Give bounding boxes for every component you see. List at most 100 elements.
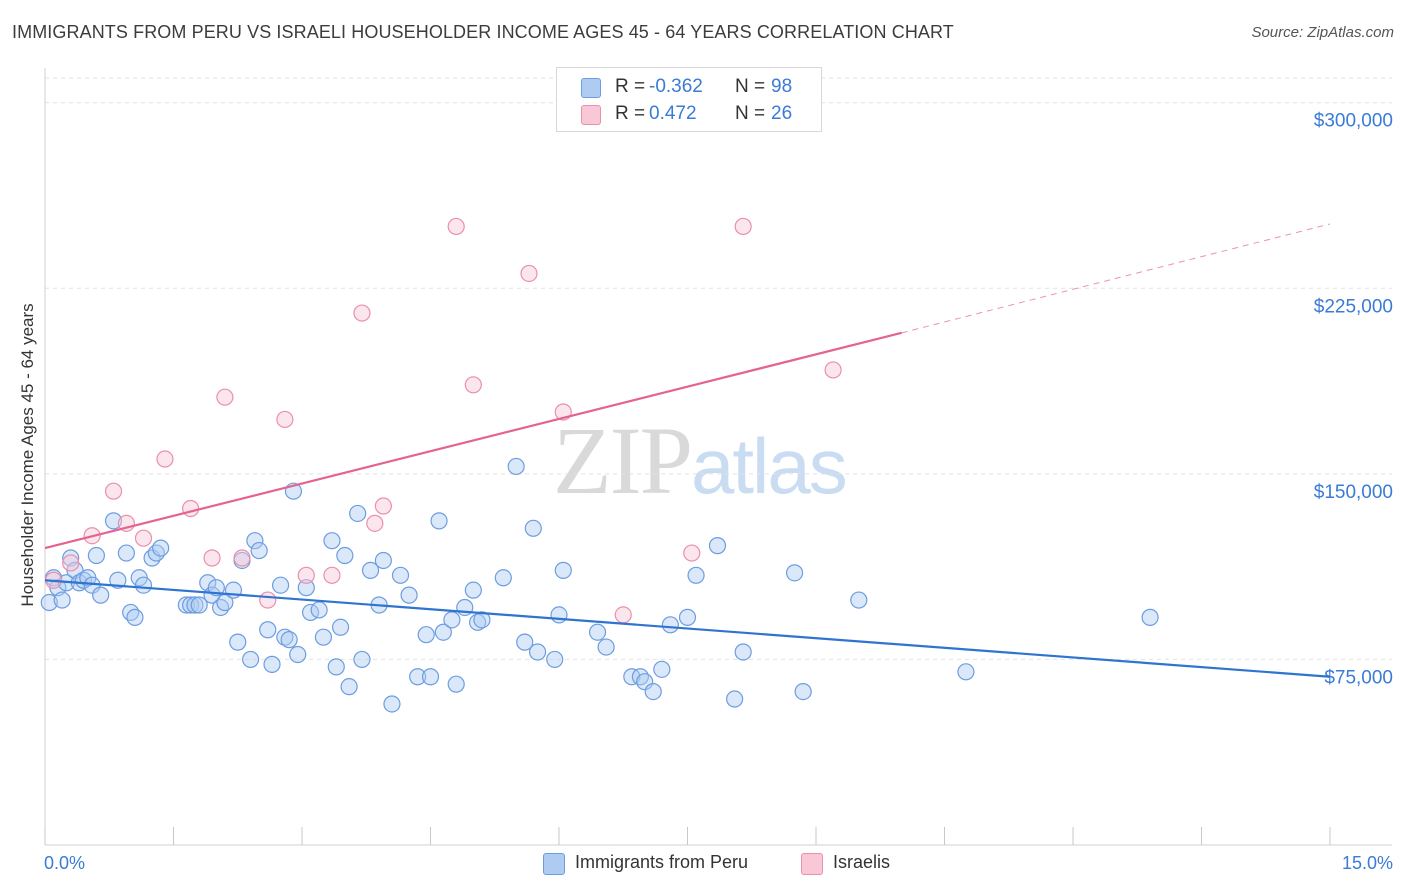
peru-point <box>528 643 547 661</box>
peru-point <box>250 541 268 560</box>
peru-point <box>109 571 127 589</box>
peru-point <box>207 579 225 597</box>
peru-point <box>785 564 804 582</box>
bottom-legend-label-israelis: Israelis <box>833 852 891 872</box>
israeli-point <box>216 388 234 406</box>
israeli-point <box>683 544 701 562</box>
peru-point <box>957 663 975 681</box>
peru-point <box>331 618 350 636</box>
x-tick-label-end: 15.0% <box>1342 853 1393 873</box>
israeli-point <box>156 450 174 468</box>
israeli-point <box>182 499 200 518</box>
peru-point <box>661 616 679 634</box>
peru-point <box>349 504 367 523</box>
peru-point <box>323 532 341 550</box>
israeli-point <box>447 217 465 236</box>
source-label: Source: ZipAtlas.com <box>1251 24 1394 41</box>
peru-point <box>447 675 465 693</box>
peru-point <box>597 638 615 656</box>
peru-point <box>361 561 380 579</box>
y-tick-label: $150,000 <box>1314 482 1393 503</box>
legend-n-label: N = <box>735 76 766 97</box>
peru-point <box>430 512 448 530</box>
peru-point <box>383 695 401 713</box>
peru-point <box>336 546 354 565</box>
peru-point <box>726 690 744 708</box>
peru-point <box>297 579 315 597</box>
peru-point <box>242 650 260 669</box>
peru-point <box>340 678 358 696</box>
peru-point <box>417 626 435 644</box>
peru-point <box>126 608 144 626</box>
peru-point <box>794 682 812 701</box>
peru-point <box>850 591 868 609</box>
israeli-trend-line <box>44 331 902 550</box>
peru-point <box>92 586 110 604</box>
peru-point <box>152 539 170 557</box>
peru-point <box>507 457 525 476</box>
y-axis-label: Householder Income Ages 45 - 64 years <box>18 303 37 607</box>
peru-point <box>653 660 671 678</box>
watermark: ZIPatlas <box>553 405 848 516</box>
peru-point <box>516 633 534 651</box>
bottom-legend-swatch-peru <box>543 853 565 875</box>
israeli-point <box>614 606 632 624</box>
legend-r-label: R = <box>615 76 646 97</box>
peru-point <box>546 650 564 669</box>
israeli-point <box>374 497 392 515</box>
peru-point <box>314 628 333 646</box>
peru-point <box>327 658 345 676</box>
israeli-point <box>62 554 80 572</box>
peru-point <box>734 643 752 661</box>
y-tick-label: $300,000 <box>1314 111 1393 132</box>
legend-n-label: N = <box>735 103 766 124</box>
peru-point <box>190 596 208 614</box>
israeli-point <box>134 529 153 547</box>
israeli-trend-extension <box>901 223 1331 334</box>
peru-point <box>588 623 607 641</box>
x-tick-label-start: 0.0% <box>44 853 85 873</box>
peru-point <box>494 569 512 587</box>
israeli-point <box>520 264 538 283</box>
peru-point <box>687 566 705 584</box>
peru-point <box>443 611 461 629</box>
peru-point <box>391 566 410 584</box>
watermark-zip: ZIP <box>553 407 693 514</box>
peru-point <box>678 608 697 626</box>
peru-point <box>310 601 328 619</box>
israeli-point <box>104 482 123 500</box>
israeli-point <box>323 566 341 584</box>
peru-point <box>550 606 568 624</box>
peru-point <box>524 519 542 537</box>
israeli-point <box>276 410 294 429</box>
legend-n-value: 98 <box>771 76 793 97</box>
peru-point <box>186 596 204 614</box>
israeli-point <box>297 566 315 584</box>
israeli-point <box>259 591 277 609</box>
peru-trend-line <box>44 579 1331 678</box>
y-tick-label: $75,000 <box>1324 667 1393 688</box>
peru-point <box>134 576 153 594</box>
bottom-legend-swatch-israelis <box>801 853 823 875</box>
peru-point <box>1141 608 1159 626</box>
peru-point <box>259 621 277 639</box>
y-tick-label: $225,000 <box>1314 296 1393 317</box>
bottom-legend-label-peru: Immigrants from Peru <box>575 852 749 872</box>
peru-point <box>473 611 491 629</box>
peru-point <box>229 633 247 651</box>
peru-point <box>374 551 392 570</box>
israeli-point <box>233 549 251 567</box>
peru-point <box>40 593 58 612</box>
legend-swatch-peru <box>581 78 601 98</box>
legend-swatch-israelis <box>581 105 601 125</box>
peru-point <box>353 650 371 669</box>
legend-r-label: R = <box>615 103 646 124</box>
watermark-atlas: atlas <box>691 422 848 510</box>
peru-point <box>421 668 440 686</box>
peru-point <box>104 512 123 530</box>
legend-r-value: -0.362 <box>649 76 703 97</box>
peru-point <box>409 668 427 686</box>
israeli-point <box>366 514 384 532</box>
peru-point <box>554 561 572 579</box>
